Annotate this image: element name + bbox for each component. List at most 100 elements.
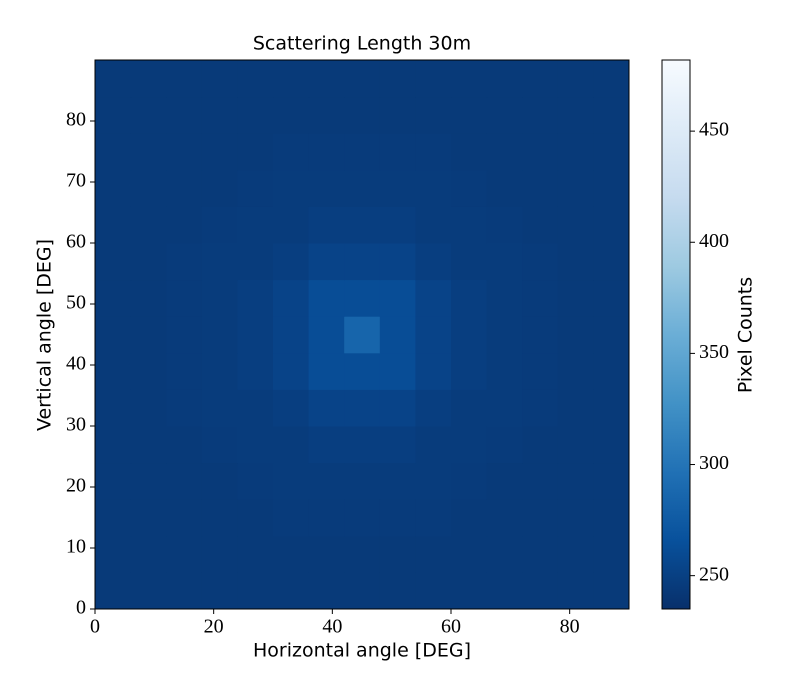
heat-cell (486, 462, 523, 500)
y-tick-label: 0 (76, 597, 86, 619)
heat-cell (451, 316, 488, 354)
heat-cell (308, 206, 345, 244)
heat-cell (237, 572, 274, 610)
heat-cell (522, 169, 559, 207)
heat-cell (557, 60, 594, 98)
heat-cell (486, 535, 523, 573)
heat-cell (130, 389, 167, 427)
heat-cell (557, 535, 594, 573)
plot-frame (94, 59, 630, 610)
heat-cell (166, 60, 203, 98)
heat-cell (273, 96, 310, 134)
heat-cell (344, 279, 381, 317)
heat-cell (308, 133, 345, 171)
heat-cell (344, 316, 381, 354)
heat-cell (95, 426, 132, 464)
heat-cell (273, 206, 310, 244)
heat-cell (593, 96, 630, 134)
heat-cell (237, 535, 274, 573)
heat-cell (451, 60, 488, 98)
y-tick-label: 40 (66, 353, 86, 375)
heat-cell (415, 279, 452, 317)
colorbar (661, 59, 691, 610)
heat-cell (557, 426, 594, 464)
heat-cell (344, 389, 381, 427)
heat-cell (308, 499, 345, 537)
heat-cell (130, 499, 167, 537)
heat-cell (130, 535, 167, 573)
heat-cell (130, 60, 167, 98)
heat-cell (451, 243, 488, 281)
heat-cell (593, 462, 630, 500)
y-tick-label: 20 (66, 475, 86, 497)
heat-cell (273, 535, 310, 573)
heat-cell (95, 96, 132, 134)
heat-cell (415, 60, 452, 98)
heat-cell (451, 462, 488, 500)
heat-cell (201, 60, 238, 98)
heat-cell (237, 462, 274, 500)
heat-cell (486, 169, 523, 207)
heat-cell (273, 389, 310, 427)
heat-cell (451, 279, 488, 317)
heat-cell (273, 352, 310, 390)
heat-cell (379, 426, 416, 464)
heat-cell (379, 572, 416, 610)
heat-cell (201, 169, 238, 207)
heat-cell (522, 316, 559, 354)
heat-cell (379, 133, 416, 171)
heat-cell (130, 243, 167, 281)
heat-cell (486, 572, 523, 610)
heat-cell (201, 316, 238, 354)
heat-cell (166, 352, 203, 390)
heat-cell (166, 316, 203, 354)
heat-cell (237, 499, 274, 537)
heat-cell (379, 316, 416, 354)
heat-cell (486, 279, 523, 317)
heat-cell (557, 462, 594, 500)
heat-cell (451, 352, 488, 390)
heat-cell (522, 133, 559, 171)
heat-cell (486, 426, 523, 464)
heat-cell (522, 206, 559, 244)
heat-cell (344, 96, 381, 134)
heat-cell (130, 462, 167, 500)
heat-cell (557, 499, 594, 537)
colorbar-tick-label: 250 (699, 563, 729, 585)
heat-cell (486, 389, 523, 427)
heat-cell (273, 316, 310, 354)
heat-cell (95, 243, 132, 281)
heat-cell (593, 316, 630, 354)
heat-cell (273, 60, 310, 98)
heat-cell (593, 243, 630, 281)
heat-cell (273, 426, 310, 464)
x-tick-label: 40 (322, 616, 342, 638)
heat-cell (95, 169, 132, 207)
y-tick-label: 50 (66, 292, 86, 314)
heat-cell (201, 499, 238, 537)
heat-cell (308, 243, 345, 281)
heat-cell (273, 499, 310, 537)
heat-cell (379, 535, 416, 573)
heat-cell (451, 169, 488, 207)
heat-cell (344, 426, 381, 464)
heat-cell (166, 96, 203, 134)
heat-cell (201, 426, 238, 464)
heat-cell (237, 389, 274, 427)
heat-cell (522, 572, 559, 610)
heat-cell (166, 243, 203, 281)
heat-cell (273, 279, 310, 317)
heat-cell (415, 96, 452, 134)
heat-cell (415, 133, 452, 171)
colorbar-tick-label: 400 (699, 230, 729, 252)
heat-cell (557, 352, 594, 390)
heat-cell (237, 169, 274, 207)
heat-cell (415, 535, 452, 573)
heat-cell (166, 535, 203, 573)
heat-cell (237, 206, 274, 244)
heat-cell (130, 316, 167, 354)
heat-cell (130, 426, 167, 464)
heat-cell (593, 279, 630, 317)
heat-cell (308, 572, 345, 610)
